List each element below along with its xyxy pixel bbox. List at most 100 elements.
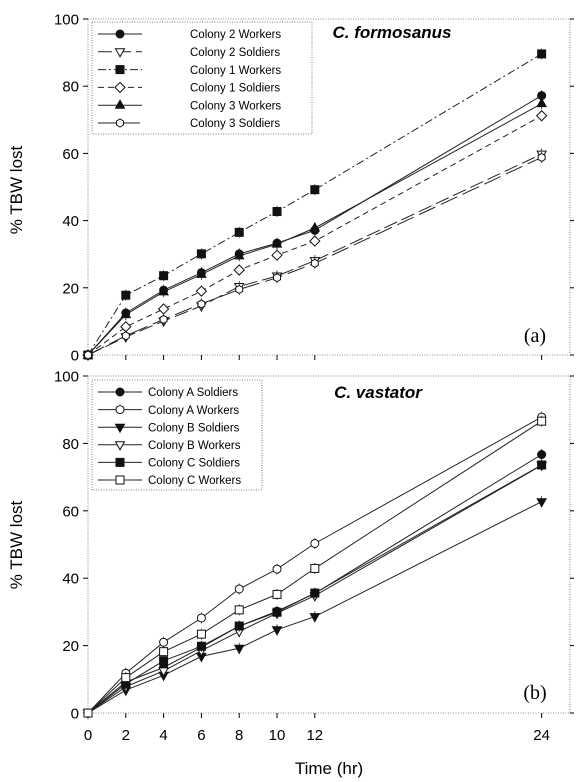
data-point xyxy=(196,249,206,259)
series-line xyxy=(87,115,542,356)
series-6 xyxy=(84,151,546,360)
y-tick-label: 100 xyxy=(54,12,79,29)
series-3 xyxy=(82,496,548,720)
data-point xyxy=(309,613,321,623)
legend-label: Colony B Workers xyxy=(148,440,241,452)
data-point xyxy=(271,626,283,636)
data-point xyxy=(120,321,132,333)
data-point xyxy=(83,708,93,718)
data-point xyxy=(121,331,130,341)
legend-marker xyxy=(115,475,125,485)
data-point xyxy=(537,460,547,470)
data-point xyxy=(273,273,281,283)
x-tick-label: 0 xyxy=(84,727,92,744)
data-point xyxy=(537,49,547,59)
data-point xyxy=(233,644,245,655)
y-tick-label: 40 xyxy=(62,571,79,588)
legend-marker xyxy=(114,99,126,109)
y-axis-label: % TBW lost xyxy=(7,500,26,589)
data-point xyxy=(195,285,208,297)
data-point xyxy=(121,290,131,300)
y-tick-label: 20 xyxy=(62,638,79,655)
legend-label: Colony 2 Workers xyxy=(190,29,281,41)
legend-marker xyxy=(114,81,126,94)
data-point xyxy=(310,185,320,195)
data-point xyxy=(159,656,169,666)
data-point xyxy=(158,667,169,677)
legend-marker xyxy=(114,48,126,58)
data-point xyxy=(234,621,244,631)
data-point xyxy=(272,589,282,599)
data-point xyxy=(537,450,547,460)
data-point xyxy=(536,97,548,108)
legend-marker xyxy=(115,29,125,39)
legend-label: Colony 3 Soldiers xyxy=(190,118,280,130)
y-tick-label: 0 xyxy=(71,706,79,723)
data-point xyxy=(272,564,282,574)
x-tick-label: 2 xyxy=(122,727,130,744)
legend-marker xyxy=(115,405,125,415)
series-line xyxy=(87,420,542,714)
data-point xyxy=(196,268,207,278)
data-point xyxy=(271,238,283,248)
data-point xyxy=(310,538,320,548)
legend: Colony A Soldiers Colony A Workers Colony … xyxy=(91,379,263,491)
legend-marker xyxy=(116,118,124,128)
data-point xyxy=(309,235,321,247)
data-point xyxy=(120,308,132,319)
series-line xyxy=(87,53,542,356)
legend-label: Colony A Workers xyxy=(148,405,239,417)
legend-label: Colony 3 Workers xyxy=(190,100,281,112)
legend-marker xyxy=(114,441,126,451)
data-point xyxy=(158,285,169,296)
legend-label: Colony C Workers xyxy=(148,475,241,487)
data-point xyxy=(310,563,320,573)
data-point xyxy=(159,314,168,324)
data-point xyxy=(271,249,283,261)
series-2 xyxy=(82,148,548,362)
x-axis-label: Time (hr) xyxy=(295,759,363,778)
x-tick-label: 8 xyxy=(235,727,243,744)
series-line xyxy=(87,416,542,714)
y-tick-label: 60 xyxy=(62,146,79,163)
x-tick-label: 24 xyxy=(533,727,550,744)
y-tick-label: 20 xyxy=(62,280,79,297)
data-point xyxy=(196,629,206,639)
y-tick-label: 80 xyxy=(62,79,79,96)
data-point xyxy=(272,207,282,217)
panel-title: C. vastator xyxy=(334,383,423,402)
x-tick-label: 10 xyxy=(269,727,286,744)
legend-label: Colony 1 Soldiers xyxy=(190,83,280,95)
series-line xyxy=(87,464,542,714)
data-point xyxy=(196,641,206,651)
data-point xyxy=(537,416,547,426)
panel-title: C. formosanus xyxy=(332,23,451,42)
series-5 xyxy=(82,97,548,359)
series-4 xyxy=(82,110,548,361)
data-point xyxy=(309,221,321,232)
legend-label: Colony 2 Soldiers xyxy=(190,47,280,59)
plot-frame xyxy=(87,18,571,356)
data-point xyxy=(310,258,319,268)
plot-frame xyxy=(87,375,571,714)
legend-marker xyxy=(114,423,126,434)
data-point xyxy=(157,303,170,315)
panel-label: (b) xyxy=(523,682,546,704)
y-axis-label: % TBW lost xyxy=(7,145,26,234)
y-tick-label: 80 xyxy=(62,436,79,453)
legend-marker xyxy=(115,457,125,467)
data-point xyxy=(233,249,245,260)
y-tick-label: 60 xyxy=(62,503,79,520)
data-point xyxy=(159,637,169,647)
series-line xyxy=(87,464,542,714)
panel-label: (a) xyxy=(524,325,546,347)
y-tick-label: 100 xyxy=(54,369,79,386)
legend-label: Colony 1 Workers xyxy=(190,65,281,77)
data-point xyxy=(272,607,282,617)
data-point xyxy=(196,613,206,623)
series-6 xyxy=(83,415,547,718)
series-line xyxy=(87,501,542,714)
